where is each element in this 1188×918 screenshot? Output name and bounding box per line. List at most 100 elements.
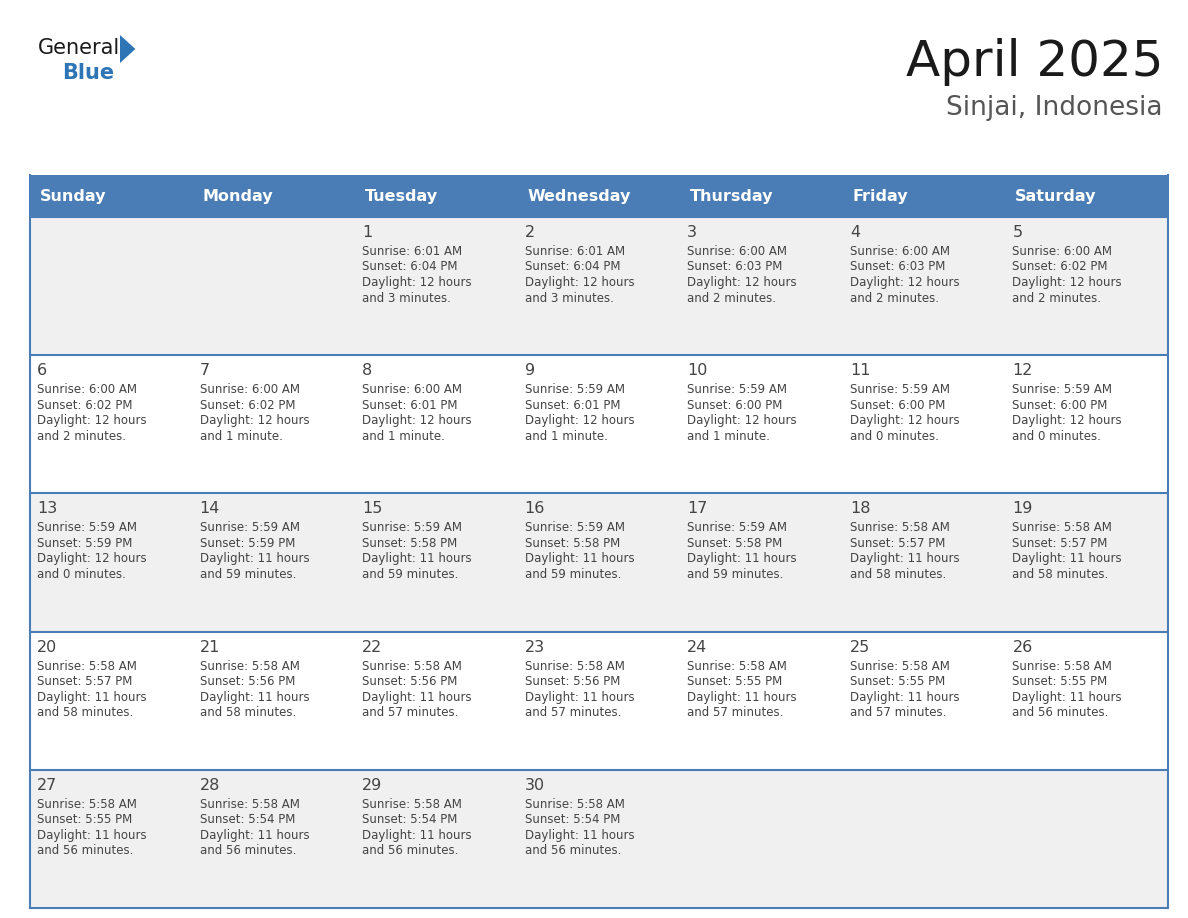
Text: Sunrise: 5:59 AM: Sunrise: 5:59 AM [849, 383, 950, 397]
Text: Sunset: 5:55 PM: Sunset: 5:55 PM [688, 675, 783, 688]
Text: and 57 minutes.: and 57 minutes. [688, 706, 784, 719]
Text: 19: 19 [1012, 501, 1032, 517]
Text: Sunrise: 5:58 AM: Sunrise: 5:58 AM [525, 798, 625, 811]
Bar [30, 632, 1168, 770]
Text: Sunrise: 5:58 AM: Sunrise: 5:58 AM [1012, 660, 1112, 673]
Text: and 1 minute.: and 1 minute. [525, 430, 607, 442]
Text: and 2 minutes.: and 2 minutes. [37, 430, 126, 442]
Text: Sunset: 5:57 PM: Sunset: 5:57 PM [849, 537, 946, 550]
Text: and 56 minutes.: and 56 minutes. [1012, 706, 1108, 719]
Text: Wednesday: Wednesday [527, 188, 631, 204]
Text: 25: 25 [849, 640, 870, 655]
Bar [192, 175, 355, 217]
Text: Sunset: 5:59 PM: Sunset: 5:59 PM [37, 537, 132, 550]
Text: Sunset: 6:03 PM: Sunset: 6:03 PM [849, 261, 946, 274]
Text: Sunrise: 5:58 AM: Sunrise: 5:58 AM [525, 660, 625, 673]
Text: and 58 minutes.: and 58 minutes. [200, 706, 296, 719]
Text: Sunrise: 5:58 AM: Sunrise: 5:58 AM [362, 660, 462, 673]
Text: Blue: Blue [62, 63, 114, 83]
Text: 14: 14 [200, 501, 220, 517]
Text: Daylight: 11 hours: Daylight: 11 hours [362, 829, 472, 842]
Text: and 59 minutes.: and 59 minutes. [525, 568, 621, 581]
Text: Daylight: 11 hours: Daylight: 11 hours [200, 829, 309, 842]
Text: Sunrise: 5:59 AM: Sunrise: 5:59 AM [688, 383, 788, 397]
Text: Sinjai, Indonesia: Sinjai, Indonesia [947, 95, 1163, 121]
Text: Sunset: 6:02 PM: Sunset: 6:02 PM [1012, 261, 1108, 274]
Text: Tuesday: Tuesday [365, 188, 438, 204]
Text: Sunset: 6:00 PM: Sunset: 6:00 PM [688, 398, 783, 411]
Text: Daylight: 11 hours: Daylight: 11 hours [1012, 553, 1121, 565]
Text: 29: 29 [362, 778, 383, 793]
Text: Sunrise: 5:58 AM: Sunrise: 5:58 AM [688, 660, 788, 673]
Bar [30, 493, 1168, 632]
Bar [30, 175, 192, 217]
Text: and 56 minutes.: and 56 minutes. [37, 845, 133, 857]
Text: Daylight: 12 hours: Daylight: 12 hours [37, 414, 146, 427]
Text: Daylight: 12 hours: Daylight: 12 hours [1012, 276, 1121, 289]
Text: Sunset: 5:57 PM: Sunset: 5:57 PM [37, 675, 132, 688]
Text: Sunrise: 5:58 AM: Sunrise: 5:58 AM [849, 660, 949, 673]
Text: 13: 13 [37, 501, 57, 517]
Text: and 0 minutes.: and 0 minutes. [37, 568, 126, 581]
Text: Daylight: 12 hours: Daylight: 12 hours [1012, 414, 1121, 427]
Text: and 3 minutes.: and 3 minutes. [362, 292, 451, 305]
Text: and 1 minute.: and 1 minute. [200, 430, 283, 442]
Text: 30: 30 [525, 778, 545, 793]
Text: and 1 minute.: and 1 minute. [688, 430, 770, 442]
Text: 27: 27 [37, 778, 57, 793]
Text: 12: 12 [1012, 364, 1032, 378]
Text: Sunset: 5:56 PM: Sunset: 5:56 PM [362, 675, 457, 688]
Text: Sunrise: 5:59 AM: Sunrise: 5:59 AM [525, 383, 625, 397]
Text: 24: 24 [688, 640, 708, 655]
Text: and 58 minutes.: and 58 minutes. [1012, 568, 1108, 581]
Text: Sunrise: 5:59 AM: Sunrise: 5:59 AM [362, 521, 462, 534]
Text: Sunrise: 6:01 AM: Sunrise: 6:01 AM [362, 245, 462, 258]
Text: April 2025: April 2025 [905, 38, 1163, 86]
Text: Sunrise: 6:00 AM: Sunrise: 6:00 AM [849, 245, 950, 258]
Text: Daylight: 11 hours: Daylight: 11 hours [849, 690, 960, 703]
Text: 22: 22 [362, 640, 383, 655]
Text: Daylight: 11 hours: Daylight: 11 hours [362, 553, 472, 565]
Text: Sunrise: 5:59 AM: Sunrise: 5:59 AM [525, 521, 625, 534]
Text: Sunset: 5:58 PM: Sunset: 5:58 PM [525, 537, 620, 550]
Text: Sunset: 6:04 PM: Sunset: 6:04 PM [525, 261, 620, 274]
Text: Daylight: 12 hours: Daylight: 12 hours [362, 414, 472, 427]
Text: 3: 3 [688, 225, 697, 240]
Text: and 58 minutes.: and 58 minutes. [849, 568, 946, 581]
Text: Sunday: Sunday [39, 188, 106, 204]
Text: Daylight: 11 hours: Daylight: 11 hours [362, 690, 472, 703]
Text: Sunset: 6:01 PM: Sunset: 6:01 PM [525, 398, 620, 411]
Text: and 57 minutes.: and 57 minutes. [849, 706, 946, 719]
Bar [30, 355, 1168, 493]
Text: and 2 minutes.: and 2 minutes. [688, 292, 776, 305]
Bar [518, 175, 681, 217]
Text: Sunset: 6:00 PM: Sunset: 6:00 PM [849, 398, 946, 411]
Text: Daylight: 12 hours: Daylight: 12 hours [200, 414, 309, 427]
Text: 5: 5 [1012, 225, 1023, 240]
Text: and 59 minutes.: and 59 minutes. [688, 568, 784, 581]
Text: Sunrise: 6:00 AM: Sunrise: 6:00 AM [688, 245, 788, 258]
Text: Daylight: 11 hours: Daylight: 11 hours [525, 829, 634, 842]
Text: Sunset: 6:03 PM: Sunset: 6:03 PM [688, 261, 783, 274]
Text: 28: 28 [200, 778, 220, 793]
Text: Daylight: 12 hours: Daylight: 12 hours [688, 276, 797, 289]
Text: Daylight: 12 hours: Daylight: 12 hours [525, 414, 634, 427]
Text: Sunrise: 5:59 AM: Sunrise: 5:59 AM [1012, 383, 1112, 397]
Text: 26: 26 [1012, 640, 1032, 655]
Text: 21: 21 [200, 640, 220, 655]
Text: Daylight: 12 hours: Daylight: 12 hours [688, 414, 797, 427]
Text: Daylight: 12 hours: Daylight: 12 hours [362, 276, 472, 289]
Text: Sunset: 5:54 PM: Sunset: 5:54 PM [200, 813, 295, 826]
Text: Sunset: 5:54 PM: Sunset: 5:54 PM [525, 813, 620, 826]
Text: Daylight: 12 hours: Daylight: 12 hours [849, 414, 960, 427]
Text: and 1 minute.: and 1 minute. [362, 430, 446, 442]
Text: Sunset: 6:02 PM: Sunset: 6:02 PM [200, 398, 295, 411]
Text: Sunrise: 5:58 AM: Sunrise: 5:58 AM [1012, 521, 1112, 534]
Text: Daylight: 11 hours: Daylight: 11 hours [1012, 690, 1121, 703]
Text: Daylight: 11 hours: Daylight: 11 hours [525, 553, 634, 565]
Text: Sunrise: 6:00 AM: Sunrise: 6:00 AM [37, 383, 137, 397]
Text: and 56 minutes.: and 56 minutes. [200, 845, 296, 857]
Text: Sunrise: 5:58 AM: Sunrise: 5:58 AM [37, 798, 137, 811]
Text: Daylight: 11 hours: Daylight: 11 hours [200, 553, 309, 565]
Bar [30, 217, 1168, 355]
